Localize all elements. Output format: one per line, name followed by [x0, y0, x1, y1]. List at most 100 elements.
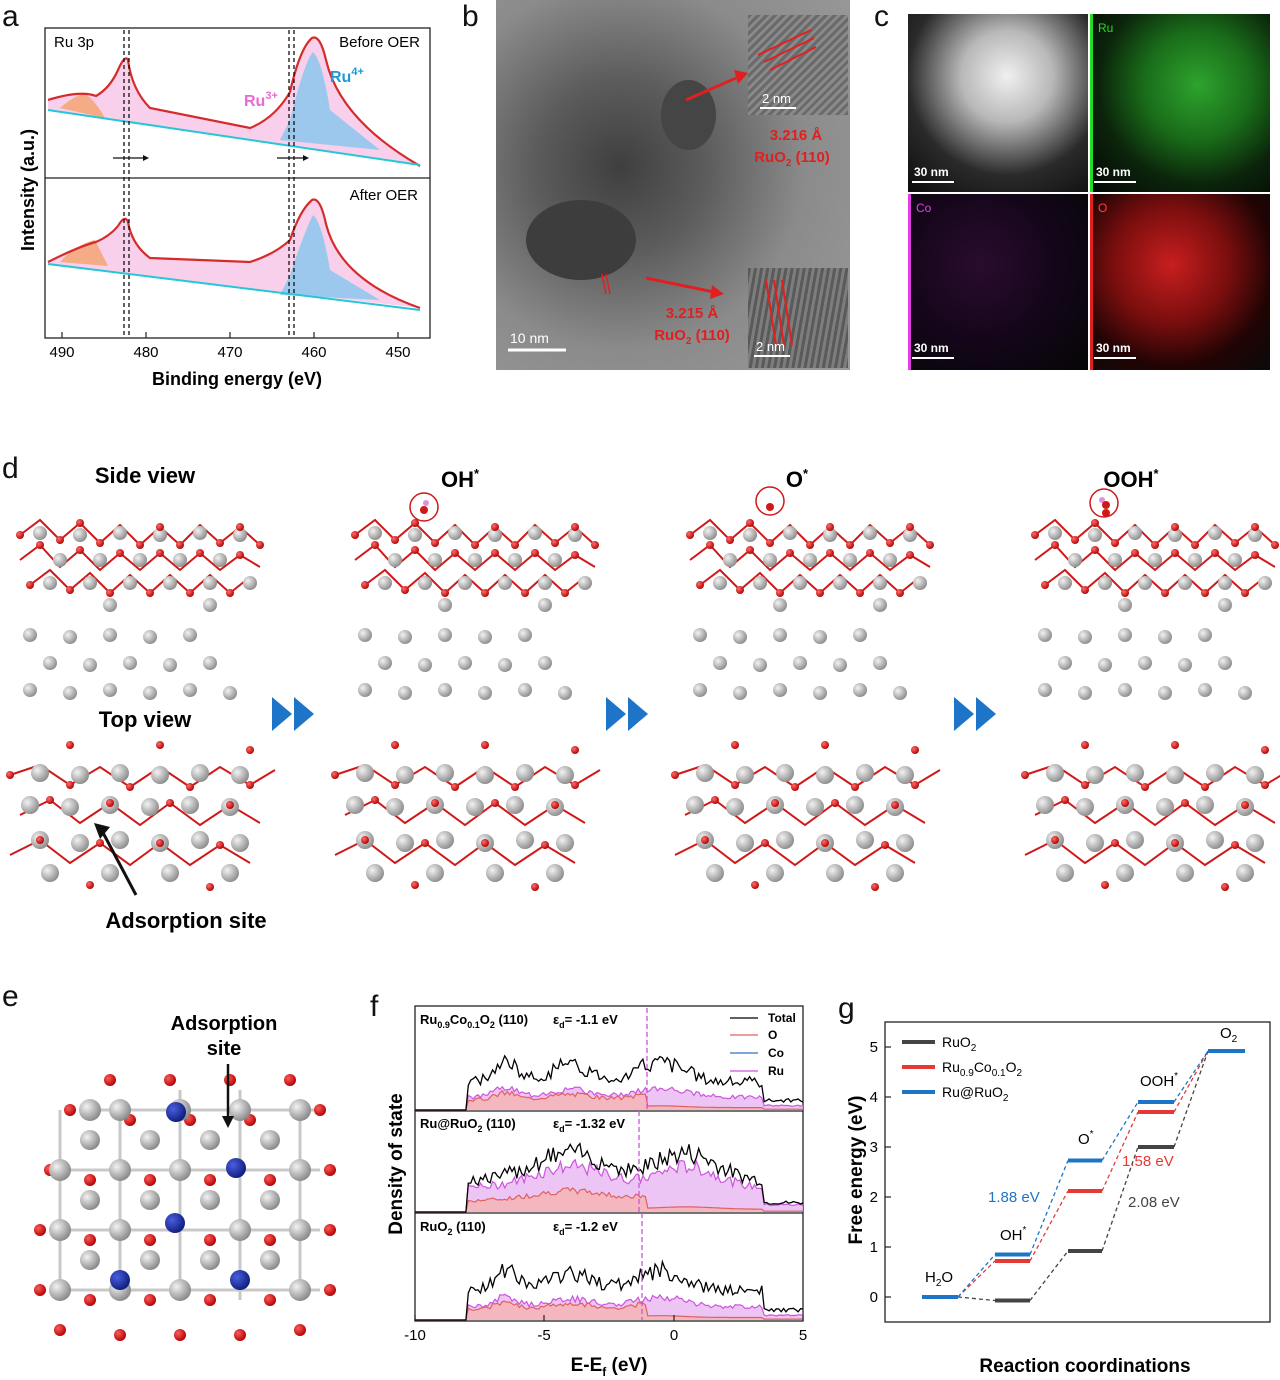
dft-structures: Side view Top view OH* O* OOH* Adsorptio…	[5, 463, 1280, 933]
step-arrow-icon	[272, 697, 292, 731]
tem-inset-scale-top: 2 nm	[762, 91, 791, 106]
xps-xtick-2: 470	[217, 344, 242, 361]
fe-label-oh: OH	[1000, 1227, 1023, 1244]
tem-inset-scale-bottom: 2 nm	[756, 339, 785, 354]
dos-o-fill	[415, 1187, 803, 1212]
xps-before-ru3-fill	[60, 94, 105, 118]
dft-top-slab-oh	[330, 740, 601, 892]
xps-after-ru3-fill	[60, 240, 108, 266]
tem-d-spacing-2: 3.215 Å	[666, 305, 719, 322]
eds-o-map	[1090, 194, 1270, 370]
tem-phase-1: RuO	[754, 149, 786, 166]
step-arrow-icon	[606, 697, 626, 731]
dft-o-title: O	[786, 467, 803, 492]
dos-legend-o: O	[768, 1028, 777, 1042]
dos-xtick-2: 0	[670, 1327, 678, 1344]
fe-xlabel: Reaction coordinations	[979, 1356, 1190, 1377]
xps-before-ru4-fill	[280, 52, 380, 150]
crystal-adsorption-label: Adsorption	[171, 1013, 278, 1035]
xps-after-baseline	[47, 263, 421, 311]
xps-xtick-1: 480	[133, 344, 158, 361]
fe-barrier-ruo2: 2.08 eV	[1128, 1194, 1180, 1211]
panel-label-e: e	[2, 980, 19, 1013]
svg-text:E-Ef (eV): E-Ef (eV)	[571, 1355, 648, 1378]
fe-connector	[1101, 1111, 1139, 1192]
dos-chart: -10 -5 0 5 E-Ef (eV) Density of state Ru…	[386, 1005, 807, 1378]
dos-ed-2: = -1.32 eV	[565, 1116, 626, 1131]
fe-connector	[1029, 1250, 1069, 1301]
dos-ru-line	[415, 1085, 804, 1111]
panel-label-a: a	[2, 0, 19, 33]
eds-overlay: Ru Co O 30 nm 30 nm 30 nm 30 nm	[908, 14, 1136, 370]
dos-total-line	[415, 1142, 804, 1213]
eds-scale-label: 30 nm	[914, 165, 949, 179]
tem-phase-2: RuO	[654, 327, 686, 344]
dft-oh-highlight	[409, 492, 439, 522]
xps-ylabel: Intensity (a.u.)	[18, 129, 38, 251]
dos-total-line	[415, 1259, 804, 1321]
fe-label-o: O	[1078, 1131, 1090, 1148]
dft-top-slab-ooh	[1020, 740, 1280, 892]
xps-ru4-sup: 4+	[351, 66, 364, 78]
svg-text:Ru@RuO2 (110): Ru@RuO2 (110)	[420, 1116, 516, 1134]
fe-barrier-ru-at-ruo2: 1.88 eV	[988, 1189, 1040, 1206]
svg-text:RuO2 (110): RuO2 (110)	[654, 327, 730, 347]
svg-text:εd= -1.1 eV: εd= -1.1 eV	[553, 1012, 618, 1030]
fe-legend-ru-at-ruo2: Ru@RuO2	[942, 1084, 1009, 1104]
fe-connector	[1029, 1160, 1069, 1255]
xps-before-label: Before OER	[339, 34, 420, 51]
svg-text:Ru0.9Co0.1O2 (110): Ru0.9Co0.1O2 (110)	[420, 1012, 528, 1030]
dos-o-line	[415, 1300, 803, 1321]
dft-side-slab-o	[685, 518, 935, 701]
eds-label-o: O	[1098, 201, 1107, 215]
dos-xtick-3: 5	[799, 1327, 807, 1344]
eds-scale-label: 30 nm	[1096, 165, 1131, 179]
xps-ru3-sup: 3+	[265, 90, 278, 102]
dft-top-view-title: Top view	[99, 707, 192, 732]
fe-connector	[1173, 1050, 1209, 1103]
svg-text:OOH*: OOH*	[1103, 466, 1159, 492]
eds-haadf-image	[908, 14, 1088, 192]
xps-xtick-0: 490	[49, 344, 74, 361]
dft-ooh-title: OOH	[1103, 467, 1153, 492]
svg-text:Ru3+: Ru3+	[244, 90, 278, 110]
xps-ru4-label: Ru	[330, 69, 351, 86]
tem-inset-bottom	[748, 268, 848, 368]
xps-ru3-label: Ru	[244, 93, 265, 110]
free-energy-chart: 0 1 2 3 4 5 Free energy (eV) Reaction coordin…	[846, 1021, 1271, 1377]
dft-side-slab-oh	[350, 518, 600, 701]
xps-xtick-4: 450	[385, 344, 410, 361]
tem-d-spacing-1: 3.216 Å	[770, 127, 823, 144]
fe-legend-ruo2: RuO2	[942, 1034, 977, 1054]
fe-connector	[957, 1260, 996, 1298]
dos-o-line	[415, 1187, 803, 1213]
fe-barrier-ruco: 1.58 eV	[1122, 1153, 1174, 1170]
svg-text:H2O: H2O	[925, 1269, 953, 1289]
tem-scale-label: 10 nm	[510, 330, 549, 346]
fe-label-ooh: OOH	[1140, 1073, 1174, 1090]
dos-total-line	[415, 1054, 804, 1111]
fe-ytick: 4	[870, 1089, 878, 1106]
xps-after-label: After OER	[350, 187, 419, 204]
dos-o-fill	[415, 1090, 803, 1110]
dft-o-highlight	[755, 486, 785, 516]
dos-legend-ru: Ru	[768, 1064, 784, 1078]
fe-ytick: 3	[870, 1139, 878, 1156]
fe-connector	[1029, 1190, 1069, 1262]
tem-inset-top	[748, 15, 848, 115]
xps-before-baseline	[47, 109, 421, 166]
eds-co-map	[908, 194, 1088, 370]
crystal-site-label: site	[207, 1038, 241, 1060]
fe-connector	[957, 1296, 996, 1302]
dos-o-line	[415, 1089, 803, 1111]
dos-xtick-0: -10	[404, 1327, 426, 1344]
svg-text:OH*: OH*	[1000, 1225, 1027, 1244]
dos-subpanel-1-title: Ru	[420, 1012, 437, 1027]
fe-label-h2o: H	[925, 1269, 936, 1286]
eds-scale-label: 30 nm	[1096, 341, 1131, 355]
fe-ytick: 2	[870, 1189, 878, 1206]
panel-label-c: c	[874, 0, 889, 33]
xps-after-ru4-fill	[280, 215, 380, 300]
xps-after-fit	[47, 198, 421, 310]
dft-side-slab-clean	[15, 518, 265, 701]
